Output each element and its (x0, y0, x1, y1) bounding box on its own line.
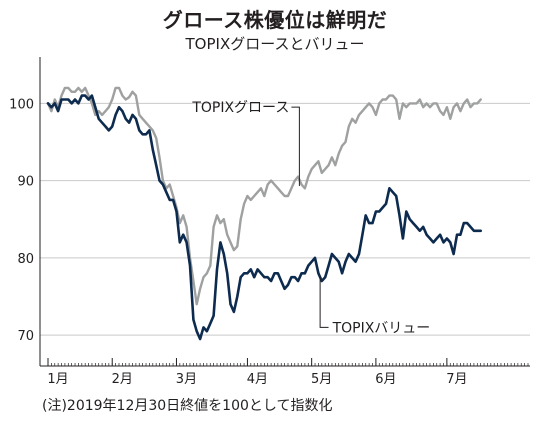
axes: 70 80 90 100 1月 2月 3月 4月 5月 6月 7月 (9, 57, 530, 387)
callout-line-growth (291, 106, 300, 187)
x-tick-label-4: 4月 (247, 372, 268, 387)
series-label-growth: TOPIXグロース (191, 100, 289, 116)
chart-note: (注)2019年12月30日終値を100として指数化 (42, 398, 333, 414)
x-tick-label-3: 3月 (176, 372, 197, 387)
series-line-2 (46, 94, 482, 341)
y-tick-label-70: 70 (17, 329, 34, 344)
series-line-1 (46, 86, 482, 306)
y-tick-label-100: 100 (9, 97, 34, 112)
x-tick-label-2: 2月 (112, 372, 133, 387)
x-tick-label-1: 1月 (47, 372, 68, 387)
series-labels: TOPIXグロース TOPIXバリュー (191, 100, 430, 336)
chart-title: グロース株優位は鮮明だ (162, 8, 388, 32)
chart-subtitle: TOPIXグロースとバリュー (185, 35, 365, 53)
x-tick-label-7: 7月 (446, 372, 467, 387)
series-lines (46, 86, 482, 341)
y-tick-label-80: 80 (17, 252, 34, 267)
gridlines (40, 102, 530, 336)
callout-line-value (319, 276, 329, 328)
x-tick-label-6: 6月 (375, 372, 396, 387)
y-tick-label-90: 90 (17, 175, 34, 190)
x-tick-label-5: 5月 (311, 372, 332, 387)
series-label-value: TOPIXバリュー (332, 320, 431, 336)
